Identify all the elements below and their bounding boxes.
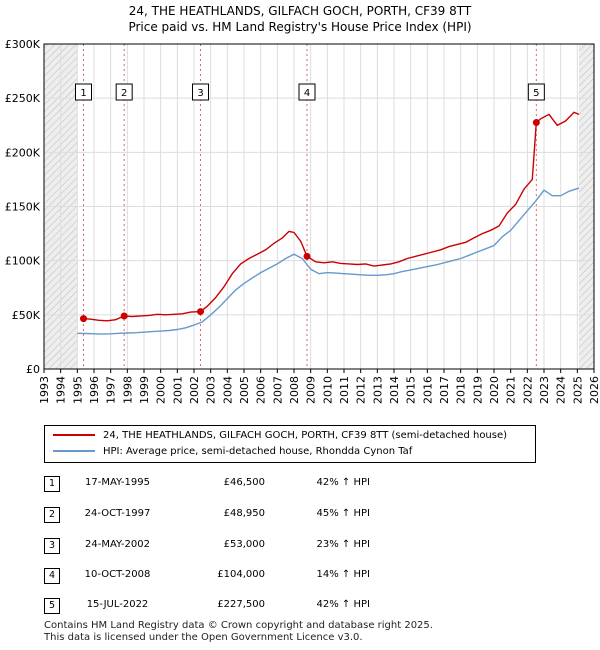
transaction-number: 4 [44, 568, 60, 584]
y-tick-label: £250K [5, 92, 41, 105]
x-tick-label: 2015 [405, 376, 418, 404]
sale-badge [527, 83, 545, 101]
x-tick-label: 2022 [521, 376, 534, 404]
transaction-hpi-diff: 23% ↑ HPI [316, 539, 370, 550]
x-tick-label: 2025 [571, 376, 584, 404]
chart-title: 24, THE HEATHLANDS, GILFACH GOCH, PORTH,… [128, 4, 472, 18]
sale-point [120, 312, 128, 320]
x-tick-label: 2017 [438, 376, 451, 404]
footer: Contains HM Land Registry data © Crown c… [44, 620, 433, 644]
x-tick-label: 1993 [38, 376, 51, 404]
x-tick-label: 1996 [88, 376, 101, 404]
transaction-date: 24-OCT-1997 [84, 508, 151, 519]
x-tick-label: 1999 [138, 376, 151, 404]
x-tick-label: 2023 [538, 376, 551, 404]
sale-point [303, 252, 311, 260]
x-tick-label: 1997 [105, 376, 118, 404]
x-tick-label: 1994 [55, 376, 68, 404]
transaction-number: 5 [44, 598, 60, 614]
y-tick-label: £100K [5, 255, 41, 268]
price-chart: 1 2 3 4 5 £0 £50K £100K £150K £200K £250K £300K 199… [5, 38, 600, 404]
plot-frame [43, 43, 595, 370]
sale-badge [192, 83, 209, 101]
transaction-price: £46,500 [223, 477, 265, 488]
series-property-line [83, 111, 580, 322]
transaction-price: £104,000 [217, 569, 265, 580]
x-tick-label: 2026 [588, 376, 600, 404]
x-tick-label: 2000 [155, 376, 168, 404]
legend-swatch-property [53, 434, 95, 436]
transaction-price: £227,500 [217, 599, 265, 610]
transaction-price: £53,000 [223, 539, 265, 550]
sale-point [80, 315, 87, 323]
footer-copyright: Contains HM Land Registry data © Crown c… [44, 620, 433, 631]
footer-licence: This data is licensed under the Open Gov… [44, 632, 363, 643]
transaction-hpi-diff: 14% ↑ HPI [316, 569, 370, 580]
x-tick-label: 2002 [188, 376, 201, 404]
x-tick-label: 1998 [121, 376, 134, 404]
transaction-number: 3 [44, 538, 60, 554]
x-tick-label: 2013 [371, 376, 384, 404]
x-tick-label: 2009 [305, 376, 318, 404]
x-tick-label: 2012 [355, 376, 368, 404]
y-tick-label: £50K [12, 309, 41, 322]
x-tick-label: 2020 [488, 376, 501, 404]
y-tick-label: £300K [5, 38, 41, 51]
y-tick-label: £150K [5, 201, 41, 214]
transaction-price: £48,950 [223, 508, 265, 519]
legend-label-property: 24, THE HEATHLANDS, GILFACH GOCH, PORTH,… [103, 430, 508, 441]
sale-badge-label: 2 [121, 88, 127, 99]
transaction-date: 17-MAY-1995 [84, 477, 150, 488]
y-tick-label: £0 [26, 363, 40, 376]
transaction-hpi-diff: 42% ↑ HPI [316, 599, 370, 610]
sale-badge-label: 4 [304, 88, 310, 99]
legend-item-hpi: HPI: Average price, semi-detached house,… [53, 444, 412, 460]
transaction-number: 2 [44, 507, 60, 523]
x-tick-label: 2006 [255, 376, 268, 404]
transaction-date: 24-MAY-2002 [84, 539, 150, 550]
sale-badge [75, 83, 92, 101]
x-tick-label: 2016 [421, 376, 434, 404]
legend: 24, THE HEATHLANDS, GILFACH GOCH, PORTH,… [44, 425, 536, 463]
x-tick-label: 2005 [238, 376, 251, 404]
transaction-number: 1 [44, 476, 60, 492]
x-tick-label: 2010 [321, 376, 334, 404]
x-tick-label: 2019 [471, 376, 484, 404]
transaction-date: 10-OCT-2008 [84, 569, 151, 580]
sale-point [197, 308, 204, 316]
sale-badge-label: 5 [533, 88, 539, 99]
x-tick-label: 2018 [455, 376, 468, 404]
sale-badge [115, 83, 133, 101]
series-hpi-line [77, 187, 580, 335]
legend-item-property: 24, THE HEATHLANDS, GILFACH GOCH, PORTH,… [53, 428, 507, 444]
x-tick-label: 2001 [171, 376, 184, 404]
x-tick-label: 2003 [205, 376, 218, 404]
x-tick-label: 2014 [388, 376, 401, 404]
y-tick-label: £200K [5, 146, 41, 159]
sale-badge-label: 1 [80, 88, 86, 99]
x-tick-label: 2024 [555, 376, 568, 404]
transaction-hpi-diff: 45% ↑ HPI [316, 508, 370, 519]
transaction-hpi-diff: 42% ↑ HPI [316, 477, 370, 488]
x-tick-label: 2021 [505, 376, 518, 404]
sale-badge-label: 3 [197, 88, 203, 99]
sale-point [532, 119, 540, 127]
sale-badge [298, 83, 316, 101]
x-tick-label: 2004 [221, 376, 234, 404]
x-tick-label: 1995 [71, 376, 84, 404]
transaction-date: 15-JUL-2022 [86, 599, 149, 610]
x-tick-label: 2011 [338, 376, 351, 404]
chart-subtitle: Price paid vs. HM Land Registry's House … [128, 20, 472, 34]
x-tick-label: 2007 [271, 376, 284, 404]
legend-label-hpi: HPI: Average price, semi-detached house,… [103, 446, 413, 457]
legend-swatch-hpi [53, 450, 95, 452]
x-tick-label: 2008 [288, 376, 301, 404]
